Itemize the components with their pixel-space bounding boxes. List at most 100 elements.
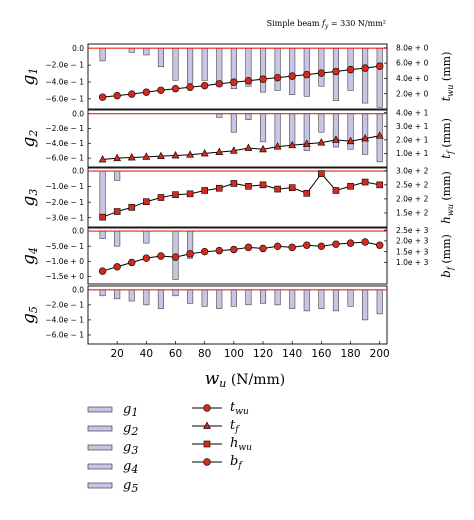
panel-label-g3: g3: [19, 189, 40, 207]
y-tick-label: 0.0: [72, 109, 84, 118]
point-b_f: [171, 253, 180, 261]
x-axis: 20 40 60 80 100 120 140 160 180 200: [110, 341, 390, 360]
bar-g4: [99, 230, 106, 239]
point-h_wu: [303, 189, 311, 197]
point-b_f: [303, 241, 311, 249]
y-tick-label: −3.0e − 1: [45, 213, 84, 222]
panel-label-g5: g5: [19, 306, 40, 324]
bar-g3: [114, 170, 121, 181]
bar-g1: [128, 47, 135, 53]
point-t_f: [200, 148, 209, 157]
point-t_f: [302, 139, 311, 147]
bar-g5: [143, 289, 150, 306]
bar-g2: [362, 113, 369, 155]
y-tick-label: −1.0e + 0: [45, 257, 84, 266]
panel-label-text: g1: [19, 68, 40, 86]
y2-tick-label: 2.5e + 2: [396, 180, 429, 189]
point-b_f: [113, 263, 121, 271]
legend-marker-twu: [203, 404, 211, 412]
point-t_wu: [200, 81, 209, 90]
legend-label-g4: g4: [123, 459, 138, 476]
bar-g4: [143, 230, 150, 244]
bar-g5: [347, 289, 354, 307]
legend-swatch-g2: [87, 425, 113, 432]
y-tick-label: −2.0e − 1: [45, 198, 84, 207]
panel-label-text: g5: [19, 306, 40, 324]
bar-g2: [318, 113, 325, 133]
bar-g1: [172, 47, 179, 81]
panel-label-g1: g1: [19, 68, 40, 86]
point-b_f: [142, 254, 151, 262]
x-axis-label: wu (N/mm): [205, 369, 286, 390]
right-axis-label-text: bf (mm): [439, 234, 455, 278]
bar-g5: [274, 289, 281, 306]
point-b_f: [98, 267, 107, 275]
legend-swatch-g5: [87, 482, 113, 489]
bar-g5: [362, 289, 369, 321]
panel-label-g4: g4: [19, 247, 40, 265]
point-t_f: [259, 144, 267, 153]
legend-marker-tf: [203, 421, 211, 429]
legend-swatch-g4: [87, 463, 113, 470]
y2-tick-label: 1.0e + 1: [396, 149, 429, 158]
right-axis-label-text: tf (mm): [439, 118, 455, 159]
point-t_wu: [317, 69, 326, 77]
point-h_wu: [288, 184, 296, 191]
x-tick-label: 20: [110, 348, 123, 360]
x-tick-label: 100: [224, 348, 244, 360]
point-t_f: [157, 151, 165, 160]
panel-frame: [87, 167, 388, 228]
bar-g5: [259, 289, 267, 304]
point-t_wu: [113, 91, 121, 100]
bar-g5: [376, 289, 383, 315]
bar-g1: [259, 47, 267, 93]
point-t_wu: [230, 78, 238, 86]
legend-swatch-g1: [87, 406, 113, 413]
point-t_wu: [215, 80, 223, 88]
bar-g1: [187, 47, 194, 84]
point-t_wu: [244, 77, 253, 85]
point-b_f: [317, 242, 326, 251]
bar-g1: [376, 47, 383, 108]
y-tick-label: −4.0e − 1: [45, 78, 84, 87]
x-tick-label: 160: [311, 348, 331, 360]
y-tick-label: 0.0: [72, 167, 84, 176]
point-t_wu: [303, 70, 311, 79]
bar-g5: [245, 289, 252, 306]
point-t_f: [229, 146, 238, 154]
line-h_wu: [102, 172, 380, 218]
point-b_f: [230, 245, 238, 254]
y-tick-label: −6.0e − 1: [45, 331, 84, 340]
point-t_f: [142, 152, 151, 160]
right-axis-label-text: twu (mm): [439, 52, 455, 102]
point-h_wu: [361, 178, 369, 186]
right-axis-label-b_f: bf (mm): [439, 234, 455, 278]
x-tick-label: 60: [169, 348, 182, 360]
point-h_wu: [157, 194, 165, 201]
bar-g1: [99, 47, 106, 62]
point-t_f: [171, 151, 180, 159]
point-b_f: [332, 240, 340, 248]
y-tick-label: −2.0e − 1: [45, 61, 84, 70]
bar-g2: [259, 113, 267, 143]
point-t_f: [361, 134, 370, 142]
right-axis-label-t_wu: twu (mm): [439, 52, 455, 102]
panel-3: 0.0 −1.0e − 1 −2.0e − 1 −3.0e − 1 g3 3.0e + 2…: [19, 166, 455, 228]
legend-label-g3: g3: [123, 440, 138, 457]
point-t_wu: [288, 72, 296, 80]
panel-4: 0.0 −5.0e − 1 −1.0e + 0 −1.5e + 0 g4 2.5e + 3…: [19, 226, 455, 285]
legend-label-g5: g5: [123, 478, 138, 495]
point-t_f: [186, 150, 194, 158]
point-h_wu: [274, 185, 281, 193]
point-t_f: [113, 153, 122, 162]
point-h_wu: [113, 208, 121, 215]
bar-g5: [201, 289, 208, 307]
bar-g2: [230, 113, 237, 133]
y-tick-label: −6.0e − 1: [45, 94, 84, 103]
panel-frame: [87, 109, 388, 168]
point-t_f: [375, 131, 384, 139]
y2-tick-label: 6.0e + 0: [396, 59, 429, 68]
panel-label-text: g3: [19, 189, 40, 207]
legend-label-tf: tf: [230, 418, 240, 435]
